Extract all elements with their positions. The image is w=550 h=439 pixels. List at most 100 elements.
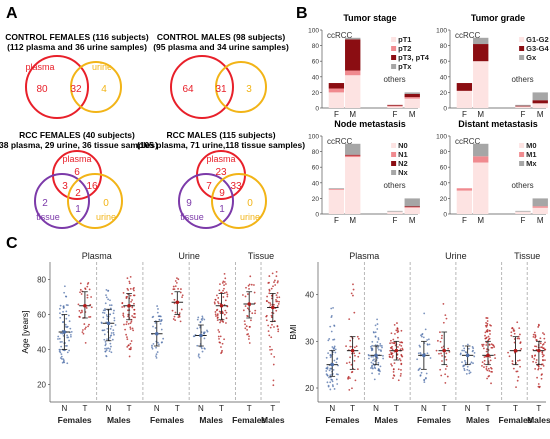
y-tick-label: 100 [308,28,319,35]
bar-segment [345,143,361,155]
y-tick-label: 0 [443,212,447,219]
data-point [540,377,543,380]
data-point [158,318,161,321]
bar-segment [387,104,403,106]
data-point [486,322,489,325]
data-point [463,364,466,367]
legend-label: N2 [398,159,408,168]
data-point [242,294,244,296]
data-point [151,344,153,347]
data-point [368,354,371,357]
data-point [130,348,132,350]
panel-label-b: B [296,5,308,22]
data-point [226,295,229,298]
data-point [487,375,490,378]
x-tick-label: T [513,404,518,413]
data-point [396,353,399,356]
data-point [376,323,379,325]
y-tick-label: 80 [440,149,448,156]
data-point [538,386,541,389]
data-point [328,369,331,372]
data-point [541,355,544,358]
data-point [485,350,488,353]
data-point [490,346,493,349]
plasma-label: plasma [206,154,235,164]
legend-label: G3-G4 [526,44,549,53]
data-point [125,321,128,323]
legend-label: G1-G2 [526,35,549,44]
data-point [401,348,404,351]
data-point [376,318,378,321]
data-point [216,319,219,321]
data-point [59,304,62,307]
count-plasma-only: 64 [182,84,194,95]
data-point [511,360,514,362]
data-point [329,353,332,356]
data-point [206,330,209,333]
data-point [483,363,486,365]
bar-segment [515,106,531,108]
venn-title: RCC MALES (115 subjects) [166,130,275,140]
data-point [459,352,462,355]
data-point [333,345,336,348]
data-point [486,324,489,327]
bar-segment [532,103,548,108]
data-point [486,348,488,351]
median-dot [127,303,131,308]
data-point [352,288,355,291]
data-point [537,383,540,385]
data-point [133,289,135,292]
median-dot [374,353,378,358]
data-point [159,320,162,323]
data-point [398,343,401,346]
data-point [541,353,544,356]
data-point [400,363,403,366]
data-point [177,287,179,290]
data-point [172,285,175,288]
legend-swatch [391,143,397,148]
data-point [156,305,159,307]
bar-chart: Tumor grade 0 20 40 60 80 100 ccRCC others F M F M G1… [436,13,549,119]
data-point [333,388,336,390]
data-point [157,341,159,344]
data-point [357,355,360,358]
data-point [131,299,133,301]
data-point [90,306,93,309]
bar-segment [532,100,548,104]
data-point [543,337,546,340]
data-point [392,368,395,371]
x-tick-label: M [409,110,416,119]
data-point [489,359,492,362]
data-point [254,309,257,312]
data-point [380,350,382,352]
plasma-label: plasma [25,62,54,72]
venn-subtitle: (38 plasma, 29 urine, 36 tissue samples) [0,140,158,150]
data-point [86,285,89,288]
bar-segment [404,206,420,207]
count-tissue-only: 2 [42,198,48,209]
data-point [155,346,157,349]
data-point [58,350,61,353]
legend-swatch [391,152,397,157]
data-point [417,352,420,355]
data-point [270,336,273,339]
data-point [244,295,247,298]
y-tick-label: 100 [308,134,319,141]
data-point [353,352,356,355]
group-header: Tissue [514,251,540,261]
data-point [418,344,421,347]
scatter-charts: 20 40 60 80 Age [years] Plasma Urine Tissue N T N T… [20,251,550,425]
data-point [109,342,112,345]
data-point [66,362,69,365]
median-dot [106,321,111,326]
bar-segment [515,210,531,212]
data-point [331,378,333,381]
data-point [352,283,354,286]
data-point [345,345,347,348]
plasma-circle [25,55,89,119]
data-point [349,356,352,359]
data-point [132,329,135,332]
data-point [534,354,537,357]
data-point [131,327,134,330]
median-dot [199,333,203,338]
